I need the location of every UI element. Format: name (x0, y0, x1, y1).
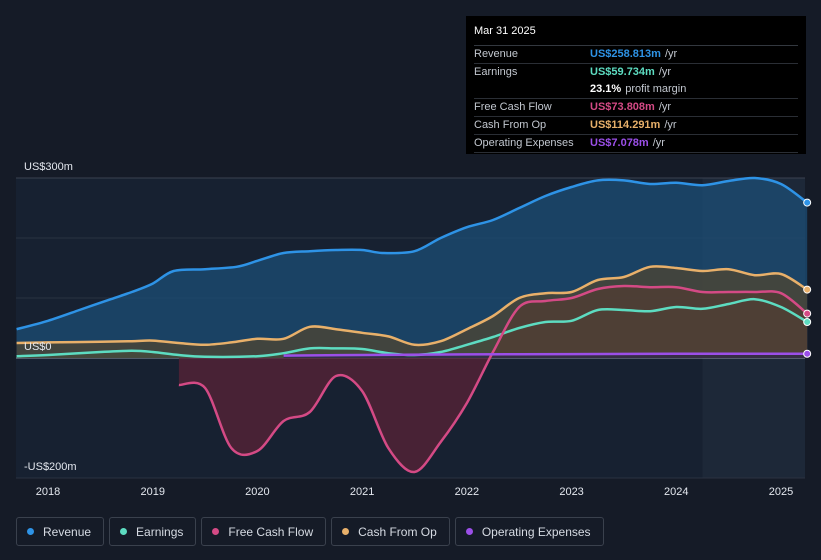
tooltip-value: US$7.078m (590, 137, 649, 149)
series-end-markers (803, 198, 812, 358)
legend-label: Free Cash Flow (228, 524, 314, 539)
free-cash-flow-end-point (803, 309, 812, 318)
legend: Revenue Earnings Free Cash Flow Cash Fro… (16, 517, 604, 546)
y-label-bottom: -US$200m (24, 461, 77, 473)
tooltip-label: Cash From Op (474, 119, 547, 131)
x-tick-label: 2020 (245, 486, 269, 498)
tooltip-unit: /yr (658, 101, 672, 113)
earnings-dot-icon (120, 528, 128, 535)
operating-expenses-dot-icon (465, 528, 473, 535)
legend-item-cash-from-op[interactable]: Cash From Op (331, 517, 450, 546)
tooltip-value: US$258.813m (590, 48, 661, 60)
legend-label: Cash From Op (358, 524, 437, 539)
tooltip-unit: /yr (658, 66, 672, 78)
cash-from-op-line (16, 265, 808, 347)
cash-from-op-area (16, 266, 808, 358)
tooltip-value: US$114.291m (590, 119, 661, 131)
legend-item-earnings[interactable]: Earnings (109, 517, 197, 546)
x-tick-label: 2024 (664, 486, 688, 498)
tooltip-row-cfo: Cash From Op US$114.291m /yr (474, 117, 798, 135)
y-label-zero: US$0 (24, 341, 52, 353)
cash-from-op-end-point (803, 285, 812, 294)
legend-item-free-cash-flow[interactable]: Free Cash Flow (201, 517, 327, 546)
tooltip-panel: Mar 31 2025 Revenue US$258.813m /yr Earn… (466, 16, 806, 154)
revenue-line (16, 176, 808, 331)
x-tick-label: 2018 (36, 486, 60, 498)
y-label-top: US$300m (24, 161, 73, 173)
revenue-end-point (803, 198, 812, 207)
revenue-dot-icon (27, 528, 34, 535)
free-cash-flow-line (178, 284, 808, 474)
tooltip-unit: /yr (664, 48, 678, 60)
legend-item-revenue[interactable]: Revenue (16, 517, 105, 546)
tooltip-label: Earnings (474, 66, 518, 78)
cash-from-op-dot-icon (342, 528, 350, 535)
x-tick-label: 2023 (559, 486, 583, 498)
x-tick-label: 2022 (455, 486, 479, 498)
tooltip-row-margin: 23.1% profit margin (474, 81, 798, 99)
legend-label: Operating Expenses (481, 524, 591, 539)
tooltip-label: Operating Expenses (474, 137, 574, 149)
operating-expenses-line (283, 352, 808, 357)
tooltip-value: US$59.734m (590, 66, 655, 78)
x-tick-label: 2025 (769, 486, 793, 498)
tooltip-row-earnings: Earnings US$59.734m /yr (474, 64, 798, 81)
tooltip-date: Mar 31 2025 (474, 24, 798, 46)
series-fills (16, 177, 808, 473)
tooltip-unit: /yr (664, 119, 677, 131)
tooltip-label (474, 81, 590, 98)
tooltip-label: Free Cash Flow (474, 101, 552, 113)
tooltip-row-opex: Operating Expenses US$7.078m /yr (474, 135, 798, 153)
series-lines (16, 176, 808, 474)
x-tick-label: 2021 (350, 486, 374, 498)
tooltip-row-fcf: Free Cash Flow US$73.808m /yr (474, 99, 798, 117)
legend-item-operating-expenses[interactable]: Operating Expenses (454, 517, 604, 546)
operating-expenses-end-point (803, 349, 812, 358)
legend-label: Revenue (43, 524, 92, 539)
free-cash-flow-dot-icon (212, 528, 220, 535)
legend-label: Earnings (136, 524, 184, 539)
tooltip-unit: /yr (652, 137, 665, 149)
tooltip-value: US$73.808m (590, 101, 655, 113)
tooltip-value: 23.1% (590, 83, 622, 95)
x-tick-label: 2019 (140, 486, 164, 498)
earnings-end-point (803, 318, 812, 326)
tooltip-label: Revenue (474, 48, 519, 60)
earnings-line (16, 297, 808, 359)
tooltip-row-revenue: Revenue US$258.813m /yr (474, 46, 798, 64)
x-axis-ticks: 2018 2019 2020 2021 2022 2023 2024 2025 (36, 486, 793, 498)
tooltip-unit: profit margin (625, 83, 687, 95)
